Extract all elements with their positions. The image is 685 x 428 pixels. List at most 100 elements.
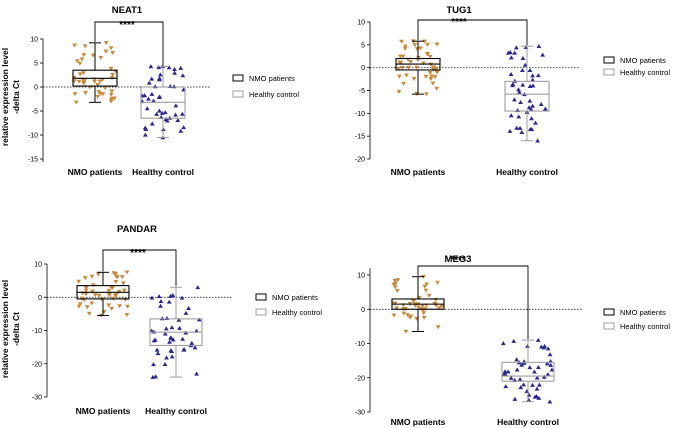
data-point bbox=[399, 66, 405, 71]
legend: NMO patients Healthy control bbox=[255, 293, 322, 317]
y-tick-label: 10 bbox=[357, 20, 365, 27]
data-point bbox=[159, 110, 165, 115]
data-point bbox=[83, 91, 89, 96]
y-axis-label: relative expression level bbox=[0, 280, 10, 378]
category-label-nmo: NMO patients bbox=[391, 417, 446, 427]
data-point bbox=[436, 306, 442, 311]
data-point bbox=[527, 365, 533, 370]
data-point bbox=[113, 293, 119, 298]
data-point bbox=[535, 337, 541, 342]
data-point bbox=[77, 61, 83, 66]
data-point bbox=[82, 44, 88, 49]
data-point bbox=[150, 374, 156, 379]
data-point bbox=[406, 65, 412, 70]
chart-title: NEAT1 bbox=[112, 5, 143, 16]
data-point bbox=[508, 375, 514, 380]
data-point bbox=[97, 79, 103, 84]
data-point bbox=[181, 125, 187, 130]
data-point bbox=[516, 87, 521, 92]
data-point bbox=[524, 389, 530, 394]
legend-swatch-nmo bbox=[603, 56, 615, 64]
box-nmo-patients bbox=[391, 274, 445, 334]
legend-label-nmo: NMO patients bbox=[249, 74, 295, 83]
data-point bbox=[156, 294, 162, 299]
data-point bbox=[167, 339, 172, 344]
chart-title: MEG3 bbox=[445, 254, 472, 265]
data-point bbox=[119, 275, 125, 280]
data-point bbox=[168, 348, 174, 353]
data-point bbox=[422, 39, 428, 44]
data-point bbox=[396, 74, 402, 79]
data-point bbox=[425, 52, 430, 57]
data-point bbox=[526, 392, 532, 397]
legend-swatch-healthy bbox=[603, 322, 615, 330]
data-point bbox=[528, 107, 534, 112]
data-point bbox=[507, 50, 513, 55]
data-point bbox=[158, 298, 164, 303]
data-point bbox=[101, 310, 107, 315]
box-healthy-control bbox=[139, 64, 187, 140]
significance-bracket bbox=[417, 265, 529, 340]
data-point bbox=[163, 326, 169, 331]
legend-swatch-healthy bbox=[232, 90, 244, 98]
data-point bbox=[530, 83, 536, 88]
data-point bbox=[500, 341, 506, 346]
y-tick-label: -10 bbox=[28, 133, 38, 140]
y-axis-label: relative expression level bbox=[0, 48, 10, 146]
data-point bbox=[162, 331, 168, 336]
panel-neat1: NEAT1 relative expression level -delta C… bbox=[0, 5, 299, 177]
data-point bbox=[144, 106, 150, 111]
data-point bbox=[530, 73, 536, 78]
data-point bbox=[102, 86, 108, 91]
data-point bbox=[76, 279, 82, 284]
data-point bbox=[81, 81, 87, 86]
data-point bbox=[392, 285, 398, 290]
data-point bbox=[73, 100, 79, 105]
data-point bbox=[159, 316, 165, 321]
data-point bbox=[538, 101, 544, 106]
y-tick-label: -15 bbox=[355, 134, 365, 141]
data-point bbox=[90, 289, 95, 294]
data-point bbox=[392, 278, 398, 283]
data-point bbox=[519, 130, 525, 135]
data-point bbox=[427, 54, 433, 59]
data-point bbox=[536, 382, 542, 387]
data-point bbox=[514, 367, 520, 372]
data-point bbox=[435, 325, 441, 330]
data-point bbox=[434, 66, 439, 71]
data-point bbox=[107, 293, 112, 298]
data-point bbox=[526, 105, 532, 110]
box-healthy-control bbox=[500, 337, 555, 404]
data-point bbox=[414, 47, 420, 52]
data-point bbox=[535, 73, 541, 78]
data-point bbox=[421, 311, 427, 316]
data-point bbox=[83, 288, 89, 293]
legend-swatch-healthy bbox=[255, 308, 267, 316]
data-point bbox=[403, 329, 409, 334]
data-point bbox=[103, 41, 109, 46]
data-point bbox=[108, 46, 114, 51]
data-point bbox=[149, 76, 155, 81]
data-point bbox=[508, 113, 514, 118]
data-point bbox=[109, 89, 115, 94]
data-point bbox=[517, 377, 523, 382]
data-point bbox=[154, 347, 160, 352]
chart-title: TUG1 bbox=[446, 5, 472, 16]
data-point bbox=[152, 337, 158, 342]
data-point bbox=[530, 77, 536, 82]
legend-label-healthy: Healthy control bbox=[620, 68, 670, 77]
data-point bbox=[391, 301, 397, 306]
data-point bbox=[92, 293, 98, 298]
category-label-healthy: Healthy control bbox=[496, 167, 558, 177]
data-point bbox=[533, 120, 538, 125]
data-point bbox=[153, 374, 159, 379]
data-point bbox=[192, 345, 198, 350]
data-point bbox=[391, 313, 397, 318]
data-point bbox=[402, 46, 408, 51]
category-label-healthy: Healthy control bbox=[145, 406, 207, 416]
data-point bbox=[400, 54, 406, 59]
data-point bbox=[173, 103, 179, 108]
data-point bbox=[79, 57, 85, 62]
data-point bbox=[77, 302, 83, 307]
